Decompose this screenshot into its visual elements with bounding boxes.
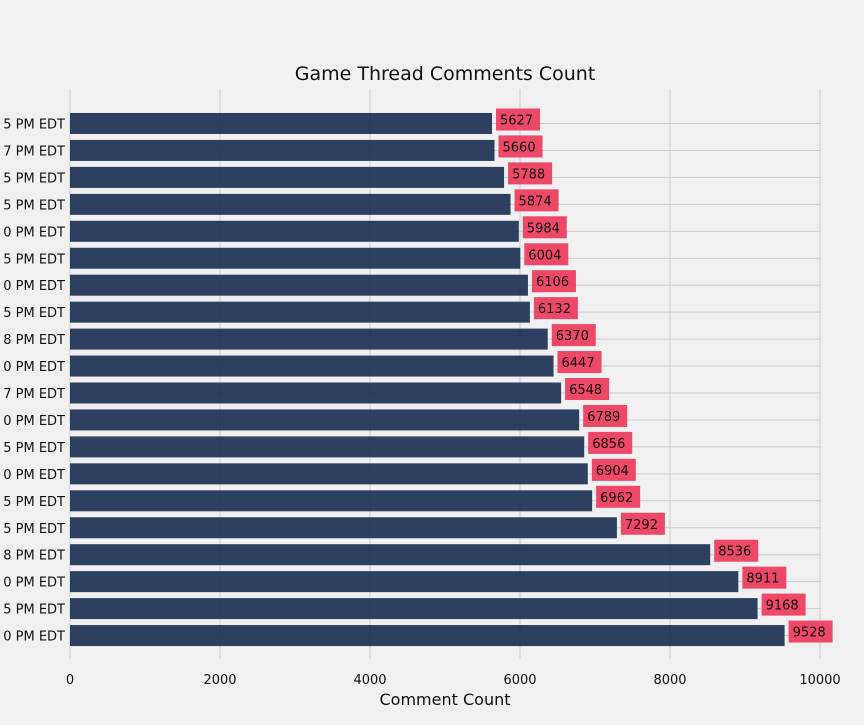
data-label: 5874 (519, 194, 552, 209)
data-label: 7292 (625, 518, 658, 533)
data-label: 5660 (503, 140, 536, 155)
data-label: 9528 (793, 626, 826, 641)
category-label: 0 PM EDT (3, 414, 65, 429)
bar (70, 598, 758, 620)
x-tick-label: 4000 (353, 673, 386, 688)
bar (70, 571, 739, 593)
data-label-box (596, 485, 641, 508)
bar (70, 625, 785, 647)
category-label: 0 PM EDT (3, 630, 65, 645)
category-label: 0 PM EDT (3, 279, 65, 294)
data-label-box (531, 270, 576, 293)
x-tick-label: 0 (66, 673, 74, 688)
bar (70, 409, 580, 431)
data-label-box (496, 108, 541, 131)
chart-title: Game Thread Comments Count (295, 63, 596, 85)
data-label-box (522, 216, 567, 239)
data-label-box (533, 297, 578, 320)
category-label: 0 PM EDT (3, 225, 65, 240)
data-label-box (583, 404, 628, 427)
data-label-box (714, 539, 759, 562)
bar (70, 247, 521, 269)
data-label: 6548 (569, 383, 602, 398)
data-label: 6856 (592, 437, 625, 452)
data-label-box (551, 324, 596, 347)
data-label: 6004 (528, 248, 561, 263)
x-tick-label: 2000 (203, 673, 236, 688)
bar (70, 544, 711, 566)
data-label-box (514, 189, 559, 212)
category-label: 7 PM EDT (3, 387, 65, 402)
x-tick-label: 6000 (503, 673, 536, 688)
data-label-box (508, 162, 553, 185)
data-label: 9168 (766, 599, 799, 614)
category-label: 5 PM EDT (3, 522, 65, 537)
data-label: 6789 (587, 410, 620, 425)
data-label-box (591, 458, 636, 481)
category-label: 5 PM EDT (3, 306, 65, 321)
category-label: 5 PM EDT (3, 495, 65, 510)
bar (70, 113, 493, 134)
data-label: 5984 (527, 221, 560, 236)
category-label: 5 PM EDT (3, 441, 65, 456)
data-label-box (565, 378, 610, 400)
data-label-box (742, 566, 787, 589)
data-labels-group: 5627 5660 5788 5874 5984 6004 6106 6132 6370 6447… (496, 108, 833, 643)
category-label: 5 PM EDT (3, 252, 65, 267)
data-label: 8536 (718, 545, 751, 560)
category-labels-group: 5 PM EDT 7 PM EDT 5 PM EDT 5 PM EDT 0 PM EDT… (3, 118, 65, 645)
data-label: 6132 (538, 302, 571, 317)
category-label: 5 PM EDT (3, 171, 65, 186)
x-tick-labels-group: 0 2000 4000 6000 8000 10000 (66, 673, 841, 688)
data-label: 6904 (596, 464, 629, 479)
category-label: 5 PM EDT (3, 603, 65, 618)
category-label: 5 PM EDT (3, 118, 65, 133)
bar (70, 490, 593, 512)
x-tick-label: 10000 (799, 673, 840, 688)
bar (70, 139, 495, 161)
data-label-box (620, 512, 665, 535)
bar (70, 220, 519, 242)
bar (70, 463, 588, 485)
category-label: 7 PM EDT (3, 144, 65, 159)
data-label-box (557, 351, 602, 374)
category-label: 5 PM EDT (3, 198, 65, 213)
x-axis-label: Comment Count (380, 690, 511, 709)
category-label: 8 PM EDT (3, 333, 65, 348)
data-label-box (788, 620, 833, 643)
data-label-box (524, 243, 569, 266)
data-label: 6370 (556, 329, 589, 344)
bar (70, 382, 562, 404)
bar (70, 328, 548, 350)
data-label: 5627 (500, 114, 533, 129)
data-label: 6962 (600, 491, 633, 506)
bar (70, 301, 530, 323)
data-label-box (498, 135, 543, 158)
category-label: 0 PM EDT (3, 576, 65, 591)
data-label: 6447 (562, 356, 595, 371)
bars-group (70, 113, 785, 647)
bar (70, 355, 554, 377)
category-label: 0 PM EDT (3, 360, 65, 375)
data-label: 5788 (512, 167, 545, 182)
bar (70, 193, 511, 215)
category-label: 0 PM EDT (3, 468, 65, 483)
bar (70, 436, 585, 458)
data-label-box (761, 593, 806, 616)
bar (70, 166, 505, 188)
x-tick-label: 8000 (653, 673, 686, 688)
category-label: 8 PM EDT (3, 549, 65, 564)
bar (70, 274, 528, 296)
data-label: 6106 (536, 275, 569, 290)
data-label: 8911 (746, 572, 779, 587)
data-label-box (588, 431, 633, 454)
bar (70, 517, 617, 539)
